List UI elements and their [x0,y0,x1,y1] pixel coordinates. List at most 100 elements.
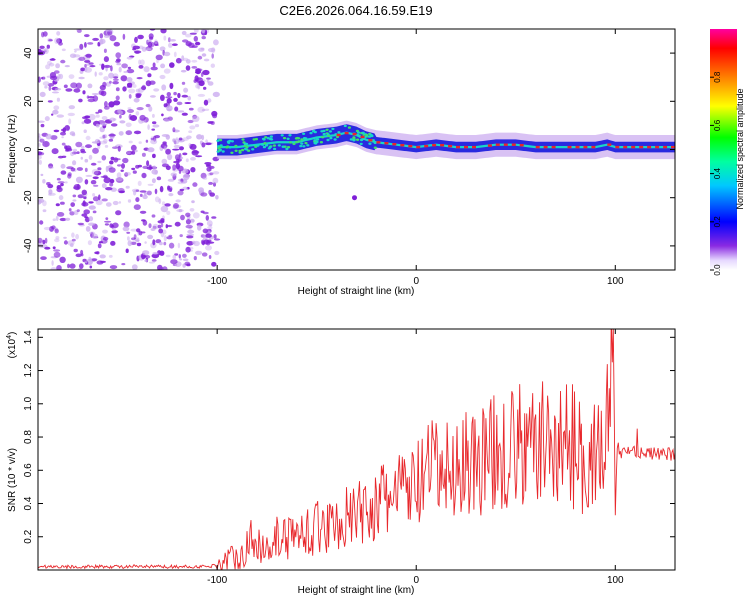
noise-point [109,182,114,187]
noise-point [135,189,140,192]
band-speckle [356,138,360,141]
noise-point [67,172,72,177]
noise-point [160,63,166,69]
noise-point [55,203,60,207]
noise-point [68,118,72,125]
noise-point [169,39,176,42]
noise-point [97,167,102,171]
noise-point [195,155,203,158]
noise-point [51,260,54,266]
noise-point [123,70,128,74]
noise-point [136,93,142,98]
noise-point [99,140,108,145]
noise-point [56,212,65,217]
snr-ylabel: SNR (10 * v/v) [7,448,18,512]
noise-point [124,171,131,176]
noise-point [51,113,54,116]
noise-point [193,29,199,33]
band-speckle [241,138,245,141]
noise-point [168,234,173,238]
noise-point [147,234,154,240]
noise-point [99,254,106,259]
noise-point [72,160,77,166]
noise-point [182,152,188,156]
noise-point [173,144,181,149]
noise-point [163,235,167,242]
noise-point [61,128,65,132]
noise-point [180,178,184,183]
noise-point [170,172,177,177]
noise-point [122,86,127,92]
noise-point [163,241,167,246]
noise-point [181,30,187,36]
noise-point [102,229,108,234]
noise-point [88,154,93,160]
noise-point [163,103,168,108]
noise-point [54,70,60,74]
noise-point [179,234,183,238]
noise-point [60,59,66,64]
band-speckle [272,144,276,147]
band-speckle [285,147,289,151]
noise-point [147,124,150,130]
noise-point [165,254,171,258]
noise-point [73,88,81,93]
noise-point [94,251,99,255]
noise-point [191,45,198,48]
noise-point [53,129,60,133]
band-speckle [352,137,356,140]
noise-point [112,78,119,81]
noise-point [151,214,156,218]
noise-point [98,109,103,113]
noise-point [109,265,118,270]
noise-point [108,167,116,173]
noise-point [84,67,92,73]
noise-point [125,185,130,189]
band-speckle [309,131,313,135]
noise-point [85,174,93,177]
noise-point [133,50,142,54]
noise-point [73,248,78,253]
noise-point [118,201,122,204]
noise-point [195,68,203,72]
noise-point [185,246,191,253]
band-speckle [347,126,351,129]
noise-point [201,29,206,34]
noise-point [125,130,133,136]
noise-point [48,85,52,91]
noise-point [167,153,173,161]
noise-point [144,259,148,262]
noise-point [76,151,80,155]
snr-xtick-label: 100 [607,575,624,586]
noise-point [201,109,206,112]
noise-point [121,63,128,69]
snr-panel: -100 0 100 0.2 0.4 0.6 0.8 1.0 1.2 1.4 Height of … [6,328,676,596]
noise-point [44,85,48,89]
noise-point [175,57,182,64]
noise-point [136,242,142,247]
noise-point [179,258,183,261]
noise-point [152,239,156,246]
noise-point [172,43,178,46]
band-speckle [269,135,273,138]
noise-point [104,144,109,148]
noise-point [103,35,110,38]
noise-point [58,41,63,46]
noise-point [82,90,86,95]
heatmap-ticks: -100 0 100 -40 -20 0 20 40 [23,29,675,287]
noise-point [70,243,74,248]
noise-point [167,178,175,182]
noise-point [165,148,172,155]
noise-point [200,47,205,50]
noise-point [88,113,96,121]
noise-point [63,236,67,239]
noise-point [103,177,111,184]
noise-point [68,105,76,110]
noise-point [154,188,158,195]
noise-point [185,219,191,225]
noise-point [182,253,187,258]
band-speckle [313,130,317,134]
noise-point [132,84,137,88]
noise-point [207,121,214,124]
